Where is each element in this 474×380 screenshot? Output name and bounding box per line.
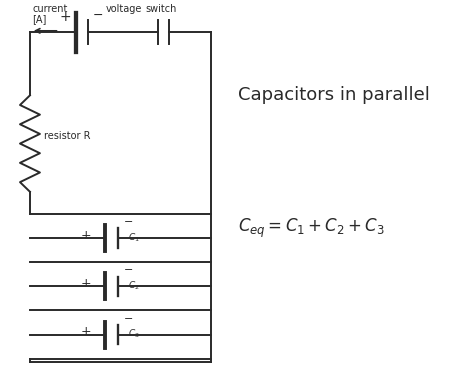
Text: −: − [124, 217, 133, 227]
Text: +: + [81, 325, 91, 338]
Text: $C_3$: $C_3$ [128, 328, 140, 340]
Text: +: + [81, 277, 91, 290]
Text: current: current [32, 5, 68, 14]
Text: voltage: voltage [106, 5, 142, 14]
Text: +: + [81, 229, 91, 242]
Text: $C_1$: $C_1$ [128, 231, 140, 244]
Text: [A]: [A] [32, 14, 46, 24]
Text: Capacitors in parallel: Capacitors in parallel [238, 86, 430, 105]
Text: +: + [59, 10, 71, 24]
Text: −: − [92, 9, 103, 22]
Text: $C_{eq} = C_1 + C_2 + C_3$: $C_{eq} = C_1 + C_2 + C_3$ [238, 217, 385, 241]
Text: switch: switch [146, 5, 177, 14]
Text: −: − [124, 314, 133, 324]
Text: resistor R: resistor R [44, 131, 90, 141]
Text: $C_2$: $C_2$ [128, 279, 140, 292]
Text: −: − [124, 265, 133, 276]
